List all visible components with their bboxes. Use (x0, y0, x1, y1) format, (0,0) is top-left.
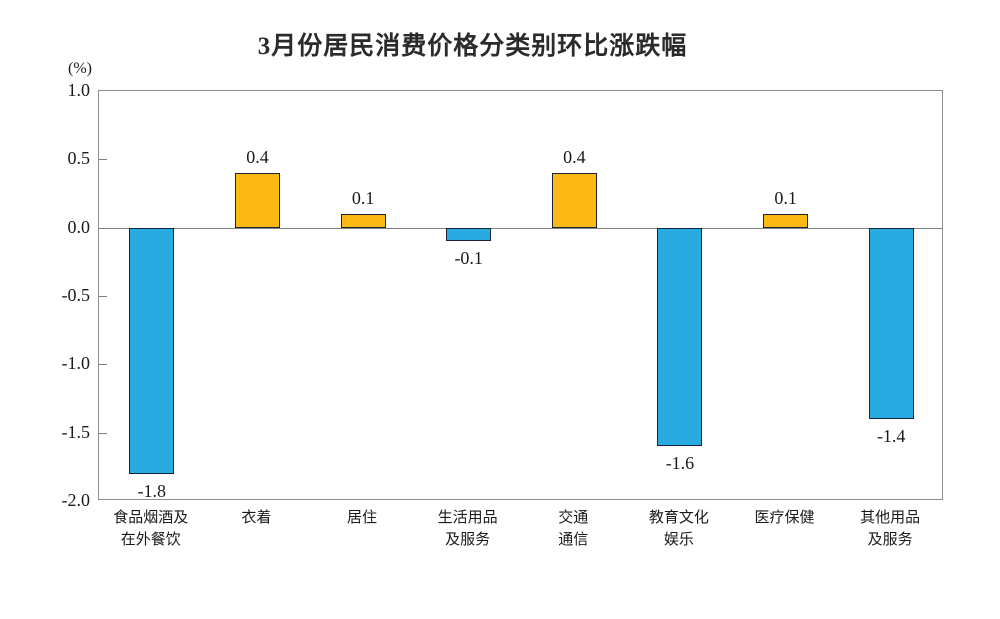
bar (763, 214, 809, 228)
bar-value-label: -1.8 (137, 480, 167, 501)
category-label: 居住 (347, 510, 378, 526)
category-label: 衣着 (241, 510, 272, 526)
x-axis: 食品烟酒及 在外餐饮 衣着 居住 生活用品 及服务 交通 通信 教育文化 娱乐 医疗保健 其他… (98, 507, 943, 567)
bar (446, 227, 492, 242)
y-tick-label: -1.0 (61, 353, 91, 374)
category-label: 其他用品 及服务 (860, 510, 921, 548)
zero-axis-line (99, 227, 942, 229)
bar (551, 173, 597, 228)
bar-value-label: 0.4 (563, 147, 586, 167)
bar (129, 227, 175, 474)
category-label: 医疗保健 (754, 510, 815, 526)
y-tick-mark (99, 432, 107, 434)
bar-value-label: 0.1 (351, 188, 375, 208)
y-tick-label: -1.5 (61, 421, 91, 442)
chart-title: 3月份居民消费价格分类别环比涨跌幅 (257, 33, 688, 60)
bar-value-label: 0.1 (774, 188, 797, 208)
category-label: 食品烟酒及 在外餐饮 (113, 510, 189, 548)
y-tick-mark (99, 364, 107, 366)
bar-value-label: -0.1 (454, 248, 483, 269)
bar-value-label: -1.6 (665, 453, 695, 474)
category-label: 交通 通信 (558, 510, 589, 548)
y-tick-label: 0.5 (67, 148, 91, 169)
y-tick-mark (99, 296, 107, 297)
bar (868, 227, 914, 419)
bar-value-label: -1.4 (876, 426, 906, 446)
bar (657, 227, 703, 447)
category-label: 教育文化 娱乐 (648, 510, 709, 548)
y-tick-label: -2.0 (61, 490, 91, 510)
bar (340, 214, 386, 228)
plot-area: -1.8 0.4 0.1 -0.1 0.4 -1.6 0.1 -1.4 (98, 90, 943, 501)
category-label: 生活用品 及服务 (437, 510, 498, 548)
y-tick-label: 0.0 (67, 216, 91, 237)
bar-value-label: 0.4 (246, 147, 269, 167)
bar (234, 173, 280, 228)
y-axis-unit-label: (%) (68, 60, 92, 77)
y-tick-mark (99, 159, 107, 161)
y-tick-label: -0.5 (61, 285, 91, 305)
y-tick-label: 1.0 (67, 80, 91, 100)
